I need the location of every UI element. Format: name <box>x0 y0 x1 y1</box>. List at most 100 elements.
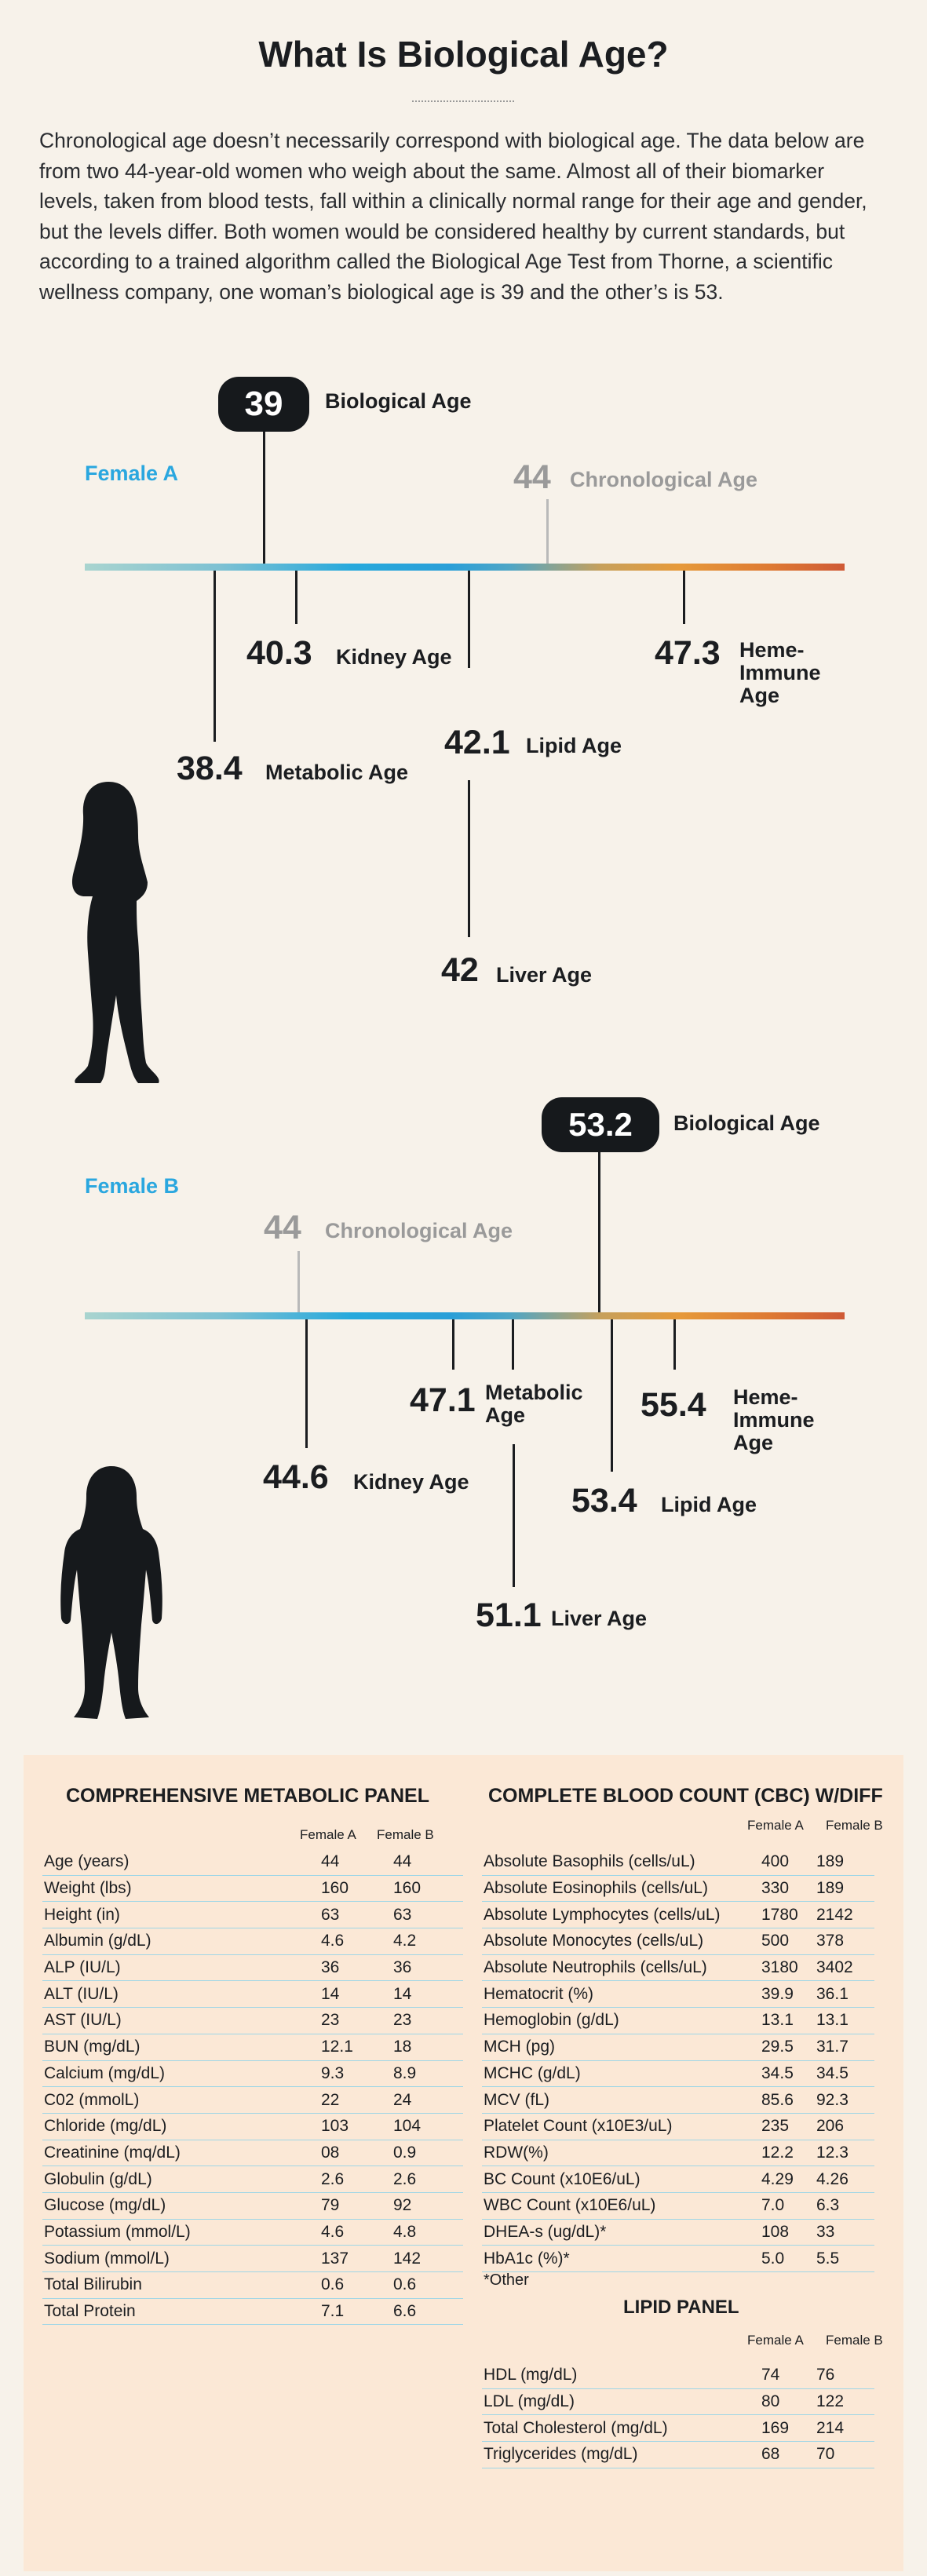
cbc-female-b-value: 92.3 <box>816 2086 874 2114</box>
cbc-label: Hematocrit (%) <box>482 1980 761 2009</box>
cbc-label: MCV (fL) <box>482 2086 761 2114</box>
cbc-female-a-value: 34.5 <box>761 2060 816 2088</box>
cmp-female-b-value: 92 <box>393 2192 463 2220</box>
cbc-row: DHEA-s (ug/dL)* 108 33 <box>482 2219 874 2246</box>
cmp-female-a-value: 14 <box>315 1980 393 2009</box>
female-b-kidney-value: 44.6 <box>263 1458 329 1496</box>
lipid-label: Total Cholesterol (mg/dL) <box>482 2414 761 2443</box>
cbc-label: MCH (pg) <box>482 2034 761 2061</box>
cbc-row: MCV (fL) 85.6 92.3 <box>482 2086 874 2114</box>
cbc-row: Absolute Monocytes (cells/uL) 500 378 <box>482 1928 874 1955</box>
female-b-chronological-line <box>297 1251 300 1314</box>
cbc-female-a-value: 235 <box>761 2113 816 2140</box>
cbc-female-b-value: 12.3 <box>816 2140 874 2167</box>
cmp-female-a-value: 23 <box>315 2007 393 2034</box>
cmp-female-a-value: 36 <box>315 1954 393 1982</box>
title-divider <box>412 100 514 102</box>
female-a-chronological-age: 44 <box>513 458 551 496</box>
lipid-female-a-value: 80 <box>761 2388 816 2416</box>
lipid-row: LDL (mg/dL) 80 122 <box>482 2388 874 2416</box>
cmp-female-a-value: 63 <box>315 1901 393 1929</box>
female-a-biological-line <box>263 432 265 565</box>
cmp-label: Creatinine (mq/dL) <box>42 2140 315 2167</box>
cbc-label: BC Count (x10E6/uL) <box>482 2166 761 2193</box>
cbc-label: RDW(%) <box>482 2140 761 2167</box>
cmp-female-a-value: 79 <box>315 2192 393 2220</box>
female-a-heme-label: Heme- Immune Age <box>739 638 821 707</box>
female-b-kidney-line <box>305 1319 308 1448</box>
intro-paragraph: Chronological age doesn’t necessarily co… <box>39 129 867 304</box>
cmp-label: C02 (mmolL) <box>42 2086 315 2114</box>
cbc-title: COMPLETE BLOOD COUNT (CBC) W/DIFF <box>488 1785 883 1807</box>
female-a-kidney-value: 40.3 <box>246 634 312 672</box>
female-b-chronological-label: Chronological Age <box>325 1219 513 1242</box>
female-b-liver-value: 51.1 <box>476 1596 542 1634</box>
lipid-row: Total Cholesterol (mg/dL) 169 214 <box>482 2414 874 2443</box>
cbc-female-b-value: 206 <box>816 2113 874 2140</box>
cbc-female-a-value: 5.0 <box>761 2245 816 2272</box>
cmp-label: BUN (mg/dL) <box>42 2034 315 2061</box>
cmp-female-a-value: 4.6 <box>315 1928 393 1955</box>
cmp-female-b-value: 2.6 <box>393 2166 463 2193</box>
lipid-female-b-value: 122 <box>816 2388 874 2416</box>
cbc-female-a-value: 500 <box>761 1928 816 1955</box>
cmp-row: Chloride (mg/dL) 103 104 <box>42 2113 463 2140</box>
lipid-female-b-value: 70 <box>816 2441 874 2468</box>
female-a-label: Female A <box>85 462 179 485</box>
cmp-female-b-value: 63 <box>393 1901 463 1929</box>
cbc-female-a-value: 1780 <box>761 1901 816 1929</box>
cmp-row: AST (IU/L) 23 23 <box>42 2007 463 2034</box>
lipid-table: HDL (mg/dL) 74 76 LDL (mg/dL) 80 122 Total Cho… <box>482 2363 874 2468</box>
cmp-label: Potassium (mmol/L) <box>42 2219 315 2246</box>
cmp-female-b-value: 36 <box>393 1954 463 1982</box>
cbc-col-a-header: Female A <box>747 1818 804 1833</box>
cbc-female-b-value: 34.5 <box>816 2060 874 2088</box>
cbc-label: Absolute Neutrophils (cells/uL) <box>482 1954 761 1982</box>
female-b-lipid-line <box>611 1319 613 1472</box>
cmp-female-a-value: 22 <box>315 2086 393 2114</box>
cbc-row: MCH (pg) 29.5 31.7 <box>482 2034 874 2061</box>
cmp-title: COMPREHENSIVE METABOLIC PANEL <box>66 1785 429 1807</box>
cmp-row: Age (years) 44 44 <box>42 1849 463 1876</box>
cmp-female-a-value: 160 <box>315 1875 393 1903</box>
female-b-label: Female B <box>85 1174 180 1198</box>
cbc-female-a-value: 3180 <box>761 1954 816 1982</box>
cbc-female-b-value: 13.1 <box>816 2007 874 2034</box>
cmp-female-b-value: 24 <box>393 2086 463 2114</box>
cbc-row: HbA1c (%)* 5.0 5.5 <box>482 2245 874 2272</box>
lipid-label: LDL (mg/dL) <box>482 2388 761 2416</box>
cmp-label: Chloride (mg/dL) <box>42 2113 315 2140</box>
female-b-heme-line <box>673 1319 676 1370</box>
cmp-row: Height (in) 63 63 <box>42 1901 463 1929</box>
cmp-label: ALT (IU/L) <box>42 1980 315 2009</box>
cbc-female-b-value: 36.1 <box>816 1980 874 2009</box>
cbc-label: Absolute Eosinophils (cells/uL) <box>482 1875 761 1903</box>
cbc-row: RDW(%) 12.2 12.3 <box>482 2140 874 2167</box>
female-b-liver-label: Liver Age <box>551 1607 648 1630</box>
female-a-kidney-line <box>295 571 297 624</box>
cmp-female-b-value: 4.8 <box>393 2219 463 2246</box>
cmp-label: Glucose (mg/dL) <box>42 2192 315 2220</box>
cmp-col-a-header: Female A <box>300 1827 356 1842</box>
cmp-label: AST (IU/L) <box>42 2007 315 2034</box>
cbc-female-b-value: 33 <box>816 2219 874 2246</box>
female-b-heme-label: Heme- Immune Age <box>733 1385 815 1454</box>
cbc-female-a-value: 330 <box>761 1875 816 1903</box>
cbc-label: Absolute Lymphocytes (cells/uL) <box>482 1901 761 1929</box>
cmp-female-a-value: 9.3 <box>315 2060 393 2088</box>
female-a-liver-label: Liver Age <box>496 963 593 987</box>
cmp-label: Globulin (g/dL) <box>42 2166 315 2193</box>
female-a-biological-age-badge: 39 <box>218 377 309 432</box>
female-b-age-scale <box>85 1312 845 1319</box>
lipid-col-a-header: Female A <box>747 2333 804 2348</box>
cmp-row: Potassium (mmol/L) 4.6 4.8 <box>42 2219 463 2246</box>
cmp-label: Height (in) <box>42 1901 315 1929</box>
cbc-label: WBC Count (x10E6/uL) <box>482 2192 761 2220</box>
female-b-lipid-value: 53.4 <box>571 1482 637 1520</box>
female-a-heme-value: 47.3 <box>655 634 721 672</box>
lipid-col-b-header: Female B <box>826 2333 883 2348</box>
cmp-female-b-value: 8.9 <box>393 2060 463 2088</box>
cbc-female-b-value: 3402 <box>816 1954 874 1982</box>
cbc-female-b-value: 6.3 <box>816 2192 874 2220</box>
lipid-female-b-value: 214 <box>816 2414 874 2443</box>
